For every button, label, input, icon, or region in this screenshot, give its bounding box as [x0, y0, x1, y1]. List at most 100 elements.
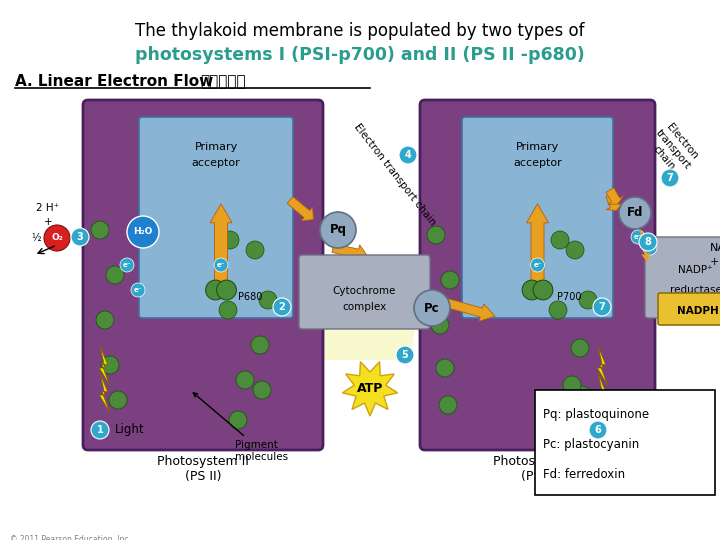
- Circle shape: [96, 311, 114, 329]
- Circle shape: [551, 231, 569, 249]
- Text: reductase: reductase: [670, 285, 720, 295]
- Text: 線性電子流: 線性電子流: [200, 74, 246, 89]
- Text: Cytochrome: Cytochrome: [333, 286, 396, 296]
- Circle shape: [431, 316, 449, 334]
- Text: The thylakoid membrane is populated by two types of: The thylakoid membrane is populated by t…: [135, 22, 585, 40]
- Circle shape: [533, 280, 553, 300]
- Text: Pq: plastoquinone: Pq: plastoquinone: [543, 408, 649, 421]
- Text: P700: P700: [557, 292, 582, 302]
- FancyArrow shape: [606, 188, 624, 205]
- Circle shape: [589, 421, 607, 439]
- Circle shape: [236, 371, 254, 389]
- FancyBboxPatch shape: [83, 100, 323, 450]
- Text: Electron transport chain: Electron transport chain: [352, 122, 438, 228]
- Circle shape: [439, 396, 457, 414]
- FancyArrow shape: [606, 193, 623, 211]
- Text: 7: 7: [598, 302, 606, 312]
- Text: e⁻: e⁻: [122, 262, 131, 268]
- Circle shape: [522, 280, 542, 300]
- Circle shape: [661, 169, 679, 187]
- Circle shape: [131, 283, 145, 297]
- Text: P680: P680: [238, 292, 262, 302]
- Circle shape: [566, 241, 584, 259]
- Text: © 2011 Pearson Education, Inc.: © 2011 Pearson Education, Inc.: [10, 535, 131, 540]
- Circle shape: [109, 391, 127, 409]
- Text: Primary: Primary: [516, 142, 559, 152]
- Circle shape: [441, 271, 459, 289]
- Text: Pc: Pc: [424, 301, 440, 314]
- FancyArrow shape: [332, 244, 367, 262]
- FancyBboxPatch shape: [645, 237, 720, 318]
- FancyArrow shape: [287, 197, 313, 221]
- Polygon shape: [598, 346, 608, 386]
- Bar: [535, 390, 715, 495]
- Circle shape: [251, 336, 269, 354]
- Text: 4: 4: [405, 150, 411, 160]
- Text: H₂O: H₂O: [133, 227, 153, 237]
- Text: 1: 1: [96, 425, 104, 435]
- Circle shape: [106, 266, 124, 284]
- Text: Pigment
molecules: Pigment molecules: [193, 393, 288, 462]
- Text: 7: 7: [667, 173, 673, 183]
- Text: 3: 3: [76, 232, 84, 242]
- Text: 6: 6: [595, 425, 601, 435]
- Text: (PS I): (PS I): [521, 470, 554, 483]
- Text: Light: Light: [115, 423, 145, 436]
- Text: complex: complex: [343, 302, 387, 312]
- Circle shape: [273, 298, 291, 316]
- Text: (PS II): (PS II): [185, 470, 221, 483]
- FancyBboxPatch shape: [462, 117, 613, 318]
- Circle shape: [246, 241, 264, 259]
- Circle shape: [573, 386, 591, 404]
- Polygon shape: [99, 346, 109, 386]
- Text: e⁻: e⁻: [134, 287, 143, 293]
- Text: Primary: Primary: [194, 142, 238, 152]
- Text: NADPH: NADPH: [677, 306, 719, 316]
- Circle shape: [639, 233, 657, 251]
- Text: Fd: Fd: [627, 206, 643, 219]
- Circle shape: [414, 290, 450, 326]
- Text: A. Linear Electron Flow: A. Linear Electron Flow: [15, 74, 218, 89]
- Text: acceptor: acceptor: [513, 158, 562, 168]
- Circle shape: [579, 291, 597, 309]
- Text: Pq: Pq: [330, 224, 346, 237]
- Circle shape: [396, 346, 414, 364]
- Circle shape: [229, 411, 247, 429]
- Circle shape: [571, 339, 589, 357]
- Circle shape: [91, 421, 109, 439]
- Circle shape: [631, 230, 645, 244]
- Circle shape: [593, 298, 611, 316]
- Text: ½: ½: [31, 233, 41, 243]
- FancyArrow shape: [526, 204, 549, 290]
- FancyArrow shape: [416, 294, 429, 310]
- Circle shape: [399, 146, 417, 164]
- FancyBboxPatch shape: [139, 117, 293, 318]
- Circle shape: [91, 221, 109, 239]
- Text: O₂: O₂: [51, 233, 63, 242]
- Circle shape: [643, 241, 657, 255]
- Text: +: +: [44, 217, 53, 227]
- Text: acceptor: acceptor: [192, 158, 240, 168]
- Text: e⁻: e⁻: [634, 234, 642, 240]
- Polygon shape: [343, 362, 397, 416]
- Text: Pc: plastocyanin: Pc: plastocyanin: [543, 438, 639, 451]
- Text: Fd: ferredoxin: Fd: ferredoxin: [543, 468, 625, 481]
- Circle shape: [253, 381, 271, 399]
- Polygon shape: [99, 373, 109, 413]
- Circle shape: [559, 411, 577, 429]
- Circle shape: [101, 356, 119, 374]
- Circle shape: [214, 258, 228, 272]
- Circle shape: [120, 258, 134, 272]
- Text: 8: 8: [644, 237, 652, 247]
- Text: photosystems I (PSI-p700) and II (PS II -p680): photosystems I (PSI-p700) and II (PS II …: [135, 46, 585, 64]
- Text: Photosystem I: Photosystem I: [493, 455, 582, 468]
- Circle shape: [206, 280, 225, 300]
- Text: e⁻: e⁻: [646, 245, 654, 251]
- Text: 2 H⁺: 2 H⁺: [37, 203, 60, 213]
- FancyBboxPatch shape: [658, 293, 720, 325]
- FancyArrow shape: [446, 299, 495, 321]
- Circle shape: [127, 216, 159, 248]
- Text: NADP⁺: NADP⁺: [710, 243, 720, 253]
- Circle shape: [71, 228, 89, 246]
- Circle shape: [221, 231, 239, 249]
